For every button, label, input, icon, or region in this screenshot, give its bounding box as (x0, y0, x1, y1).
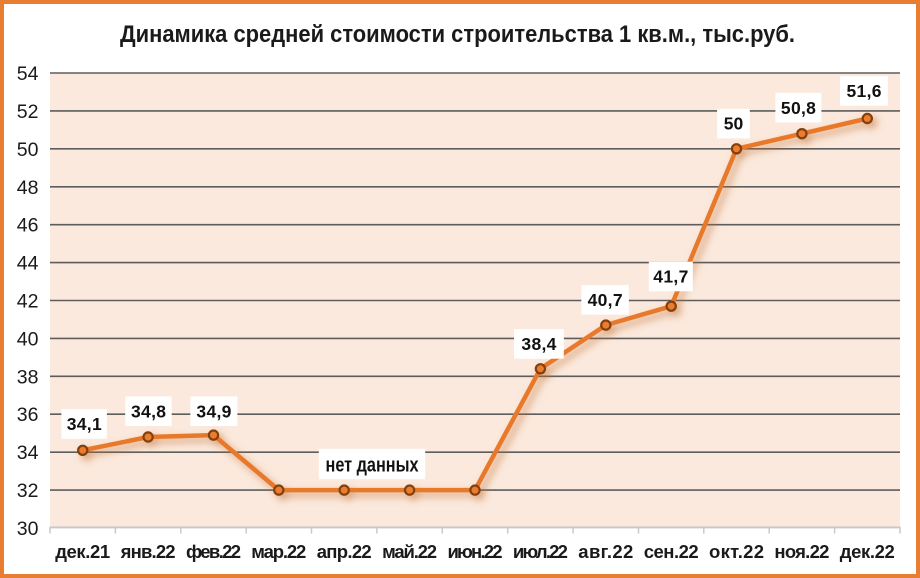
svg-text:июн.22: июн.22 (448, 541, 503, 562)
svg-text:38,4: 38,4 (521, 334, 556, 354)
svg-text:36: 36 (17, 404, 39, 426)
svg-text:нет данных: нет данных (326, 455, 419, 477)
svg-text:30: 30 (17, 518, 39, 540)
svg-text:апр.22: апр.22 (317, 541, 372, 562)
svg-text:34,9: 34,9 (196, 401, 231, 421)
svg-text:50,8: 50,8 (781, 98, 816, 118)
svg-text:34,8: 34,8 (131, 401, 166, 421)
svg-text:44: 44 (17, 253, 39, 275)
svg-text:янв.22: янв.22 (120, 541, 176, 562)
svg-text:51,6: 51,6 (847, 81, 882, 101)
svg-text:50: 50 (724, 114, 744, 134)
svg-text:54: 54 (17, 63, 39, 85)
svg-text:34: 34 (17, 442, 39, 464)
svg-text:40: 40 (17, 328, 39, 350)
svg-text:июл.22: июл.22 (513, 541, 568, 562)
svg-text:окт.22: окт.22 (709, 541, 764, 562)
svg-text:41,7: 41,7 (653, 267, 688, 287)
svg-text:42: 42 (17, 291, 39, 313)
svg-text:дек.22: дек.22 (840, 541, 895, 562)
svg-text:фев.22: фев.22 (186, 541, 241, 562)
svg-text:мар.22: мар.22 (251, 541, 306, 562)
svg-text:34,1: 34,1 (67, 414, 102, 434)
svg-text:Динамика средней стоимости стр: Динамика средней стоимости строительства… (120, 21, 795, 48)
svg-text:40,7: 40,7 (588, 290, 623, 310)
svg-text:май.22: май.22 (382, 541, 437, 562)
svg-text:ноя.22: ноя.22 (774, 541, 829, 562)
svg-text:52: 52 (17, 101, 39, 123)
svg-text:авг.22: авг.22 (578, 541, 633, 562)
svg-text:дек.21: дек.21 (55, 541, 110, 562)
svg-text:50: 50 (17, 139, 39, 161)
svg-text:48: 48 (17, 177, 39, 199)
svg-text:32: 32 (17, 480, 39, 502)
svg-text:сен.22: сен.22 (644, 541, 699, 562)
svg-text:46: 46 (17, 215, 39, 237)
svg-text:38: 38 (17, 366, 39, 388)
